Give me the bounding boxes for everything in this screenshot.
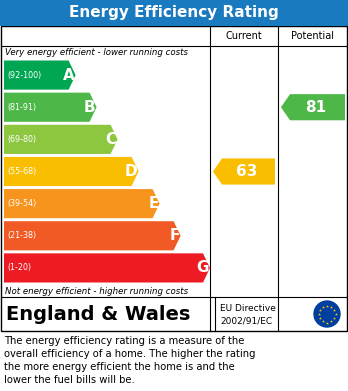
Text: D: D [125,164,137,179]
Polygon shape [4,93,97,122]
Text: (39-54): (39-54) [7,199,36,208]
Text: (69-80): (69-80) [7,135,36,144]
Polygon shape [4,253,210,283]
Polygon shape [4,189,160,218]
Text: 81: 81 [306,100,326,115]
Text: C: C [105,132,117,147]
Polygon shape [4,125,118,154]
Polygon shape [4,61,76,90]
Text: (55-68): (55-68) [7,167,36,176]
Text: 2002/91/EC: 2002/91/EC [220,316,272,325]
Polygon shape [4,157,139,186]
Text: Current: Current [226,31,262,41]
Text: B: B [84,100,96,115]
Text: 63: 63 [236,164,258,179]
Text: Very energy efficient - lower running costs: Very energy efficient - lower running co… [5,48,188,57]
Polygon shape [213,158,275,185]
Circle shape [314,301,340,327]
Text: lower the fuel bills will be.: lower the fuel bills will be. [4,375,135,385]
Text: England & Wales: England & Wales [6,305,190,323]
Text: Energy Efficiency Rating: Energy Efficiency Rating [69,5,279,20]
Text: The energy efficiency rating is a measure of the: The energy efficiency rating is a measur… [4,336,244,346]
Text: (1-20): (1-20) [7,264,31,273]
Text: F: F [169,228,180,243]
Text: A: A [63,68,74,83]
Text: EU Directive: EU Directive [220,305,276,314]
Bar [1,26,347,331]
Text: the more energy efficient the home is and the: the more energy efficient the home is an… [4,362,235,372]
Polygon shape [4,221,181,250]
Text: Not energy efficient - higher running costs: Not energy efficient - higher running co… [5,287,188,296]
Text: (92-100): (92-100) [7,70,41,80]
Text: overall efficiency of a home. The higher the rating: overall efficiency of a home. The higher… [4,349,255,359]
Text: (21-38): (21-38) [7,231,36,240]
Text: G: G [197,260,209,275]
Text: E: E [148,196,159,211]
Polygon shape [281,94,345,120]
Bar [0,0,348,26]
Text: (81-91): (81-91) [7,103,36,112]
Text: Potential: Potential [291,31,334,41]
